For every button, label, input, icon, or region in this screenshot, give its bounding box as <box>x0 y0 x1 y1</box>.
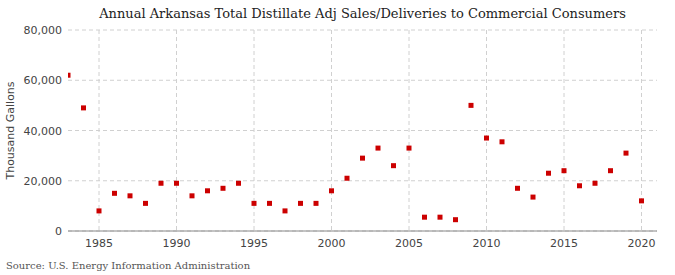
y-grid-line <box>68 231 657 232</box>
point <box>314 201 319 206</box>
point <box>81 105 86 110</box>
y-grid-line <box>68 180 657 181</box>
x-tick-label: 1995 <box>240 237 268 250</box>
point <box>205 188 210 193</box>
point <box>484 136 489 141</box>
grid <box>68 30 657 231</box>
x-tick-label: 1985 <box>85 237 113 250</box>
x-tick-label: 2015 <box>550 237 578 250</box>
point <box>236 181 241 186</box>
point <box>174 181 179 186</box>
x-axis-line <box>68 231 657 232</box>
point <box>267 201 272 206</box>
point <box>298 201 303 206</box>
y-grid-line <box>68 30 657 31</box>
y-grid-line <box>68 130 657 131</box>
y-tick-label: 0 <box>55 225 62 238</box>
point <box>360 156 365 161</box>
point <box>391 163 396 168</box>
y-axis-label: Thousand Gallons <box>4 81 17 180</box>
x-grid-line <box>564 30 565 231</box>
point <box>329 188 334 193</box>
point <box>68 73 71 78</box>
point <box>438 215 443 220</box>
y-tick-label: 20,000 <box>24 175 63 188</box>
point <box>97 208 102 213</box>
x-tick-label: 2020 <box>628 237 656 250</box>
point <box>546 171 551 176</box>
point <box>608 168 613 173</box>
point <box>190 193 195 198</box>
x-grid-line <box>254 30 255 231</box>
point <box>221 186 226 191</box>
title: Annual Arkansas Total Distillate Adj Sal… <box>98 6 626 21</box>
point <box>407 146 412 151</box>
point <box>453 217 458 222</box>
x-tick-label: 2010 <box>473 237 501 250</box>
point <box>515 186 520 191</box>
point <box>252 201 257 206</box>
x-tick-label: 1990 <box>163 237 191 250</box>
chart: Annual Arkansas Total Distillate Adj Sal… <box>0 0 675 275</box>
x-grid-line <box>176 30 177 231</box>
point <box>469 103 474 108</box>
point <box>562 168 567 173</box>
point <box>593 181 598 186</box>
x-grid-line <box>486 30 487 231</box>
point <box>112 191 117 196</box>
point <box>376 146 381 151</box>
point <box>500 139 505 144</box>
x-tick-label: 2005 <box>395 237 423 250</box>
point <box>159 181 164 186</box>
point <box>577 183 582 188</box>
points <box>68 73 644 222</box>
y-tick-label: 40,000 <box>24 125 63 138</box>
point <box>345 176 350 181</box>
y-grid-line <box>68 80 657 81</box>
source-note: Source: U.S. Energy Information Administ… <box>6 260 251 271</box>
x-grid-line <box>331 30 332 231</box>
point <box>624 151 629 156</box>
x-grid-line <box>99 30 100 231</box>
point <box>422 215 427 220</box>
y-tick-label: 80,000 <box>24 24 63 37</box>
y-tick-label: 60,000 <box>24 74 63 87</box>
point <box>531 195 536 200</box>
point <box>639 198 644 203</box>
x-tick-label: 2000 <box>318 237 346 250</box>
point <box>128 193 133 198</box>
x-grid-line <box>409 30 410 231</box>
point <box>283 208 288 213</box>
point <box>143 201 148 206</box>
